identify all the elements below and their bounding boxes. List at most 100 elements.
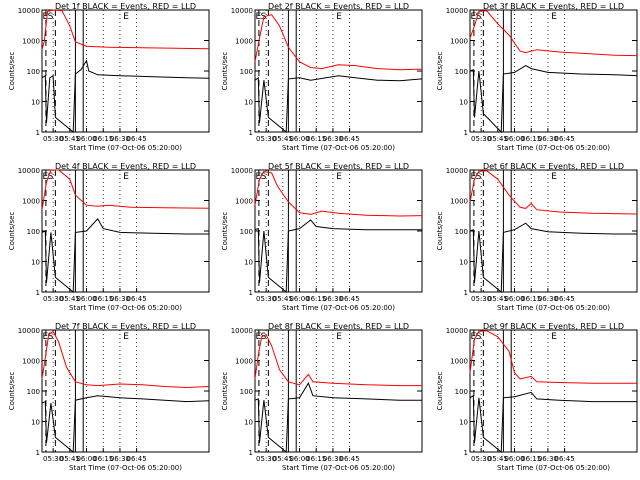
x-tick-label: 05:30 xyxy=(256,295,276,303)
y-tick-label: 100 xyxy=(240,68,253,76)
x-tick-label: 05:45 xyxy=(488,295,508,303)
y-tick-label: 10 xyxy=(459,419,468,427)
interval-marker-label: E xyxy=(123,332,129,342)
y-tick-label: 100 xyxy=(27,388,40,396)
x-axis-label: Start Time (07-Oct-06 05:20:00) xyxy=(497,304,610,312)
interval-marker-label: E xyxy=(256,332,262,342)
x-axis-label: Start Time (07-Oct-06 05:20:00) xyxy=(497,144,610,152)
y-tick-label: 1 xyxy=(36,289,40,297)
y-axis-label: Counts/sec xyxy=(436,212,444,251)
y-tick-label: 10000 xyxy=(231,167,253,175)
y-tick-label: 1 xyxy=(464,289,468,297)
chart-title: Det 4f BLACK = Events, RED = LLD xyxy=(55,162,196,171)
interval-marker-label: E xyxy=(256,12,262,22)
chart-title: Det 5f BLACK = Events, RED = LLD xyxy=(268,162,409,171)
series-lld-red xyxy=(469,10,638,57)
y-tick-label: 10 xyxy=(31,99,40,107)
y-tick-label: 1 xyxy=(249,449,253,457)
x-tick-label: 06:15 xyxy=(93,455,113,463)
x-tick-label: 06:30 xyxy=(323,455,343,463)
y-axis-label: Counts/sec xyxy=(436,52,444,91)
y-tick-label: 100 xyxy=(27,68,40,76)
interval-marker-label: E xyxy=(43,12,49,22)
x-tick-label: 05:45 xyxy=(60,135,80,143)
x-axis-label: Start Time (07-Oct-06 05:20:00) xyxy=(69,464,182,472)
series-events-black xyxy=(469,391,637,454)
interval-marker-label: S xyxy=(476,332,482,342)
x-tick-label: 06:30 xyxy=(538,295,558,303)
y-axis-label: Counts/sec xyxy=(8,212,16,251)
y-tick-label: 10000 xyxy=(18,327,40,335)
x-tick-label: 05:45 xyxy=(273,135,293,143)
x-tick-label: 06:00 xyxy=(289,295,309,303)
y-tick-label: 1 xyxy=(249,289,253,297)
interval-marker-label: S xyxy=(261,332,267,342)
y-tick-label: 100 xyxy=(455,388,468,396)
y-tick-label: 100 xyxy=(240,228,253,236)
y-tick-label: 10000 xyxy=(446,7,468,15)
y-tick-label: 1000 xyxy=(235,38,253,46)
plot-frame xyxy=(469,329,638,453)
chart-title: Det 2f BLACK = Events, RED = LLD xyxy=(268,2,409,11)
x-tick-label: 05:30 xyxy=(471,135,491,143)
plot-frame xyxy=(254,329,423,453)
x-tick-label: 06:00 xyxy=(76,295,96,303)
series-lld-red xyxy=(41,9,210,50)
plot-frame xyxy=(41,329,210,453)
x-tick-label: 05:30 xyxy=(256,455,276,463)
x-axis-label: Start Time (07-Oct-06 05:20:00) xyxy=(69,144,182,152)
interval-marker-label: S xyxy=(48,12,54,22)
x-axis-label: Start Time (07-Oct-06 05:20:00) xyxy=(69,304,182,312)
y-tick-label: 10000 xyxy=(231,7,253,15)
series-events-black xyxy=(469,65,638,134)
y-axis-label: Counts/sec xyxy=(8,52,16,91)
y-tick-label: 1 xyxy=(464,129,468,137)
x-tick-label: 06:45 xyxy=(555,135,575,143)
y-tick-label: 1000 xyxy=(450,38,468,46)
x-axis-label: Start Time (07-Oct-06 05:20:00) xyxy=(282,304,395,312)
series-events-black xyxy=(469,222,637,294)
x-tick-label: 06:45 xyxy=(127,135,147,143)
interval-marker-label: S xyxy=(48,172,54,182)
y-tick-label: 1000 xyxy=(22,38,40,46)
x-tick-label: 06:00 xyxy=(76,455,96,463)
interval-marker-label: E xyxy=(123,12,129,22)
y-axis-label: Counts/sec xyxy=(221,52,229,91)
y-tick-label: 1 xyxy=(249,129,253,137)
x-tick-label: 06:45 xyxy=(340,295,360,303)
x-tick-label: 06:45 xyxy=(127,295,147,303)
y-tick-label: 10 xyxy=(459,99,468,107)
interval-marker-label: E xyxy=(123,172,129,182)
chart-title: Det 1f BLACK = Events, RED = LLD xyxy=(55,2,196,11)
x-tick-label: 06:45 xyxy=(555,455,575,463)
y-tick-label: 100 xyxy=(240,388,253,396)
y-tick-label: 10 xyxy=(244,419,253,427)
series-lld-red xyxy=(41,169,210,210)
interval-marker-label: E xyxy=(256,172,262,182)
x-tick-label: 05:45 xyxy=(488,455,508,463)
y-tick-label: 10 xyxy=(31,419,40,427)
x-tick-label: 06:30 xyxy=(110,135,130,143)
x-tick-label: 06:45 xyxy=(340,135,360,143)
y-tick-label: 1000 xyxy=(450,358,468,366)
y-tick-label: 100 xyxy=(455,68,468,76)
y-tick-label: 1 xyxy=(36,129,40,137)
chart-title: Det 7f BLACK = Events, RED = LLD xyxy=(55,322,196,331)
x-axis-label: Start Time (07-Oct-06 05:20:00) xyxy=(282,464,395,472)
interval-marker-label: E xyxy=(43,172,49,182)
plot-frame xyxy=(41,9,210,133)
y-tick-label: 10 xyxy=(244,259,253,267)
interval-marker-label: S xyxy=(476,12,482,22)
interval-marker-label: E xyxy=(471,332,477,342)
x-tick-label: 06:15 xyxy=(306,455,326,463)
x-tick-label: 06:15 xyxy=(306,295,326,303)
series-events-black xyxy=(41,59,210,134)
y-tick-label: 10 xyxy=(459,259,468,267)
series-lld-red xyxy=(254,170,423,217)
x-axis-label: Start Time (07-Oct-06 05:20:00) xyxy=(497,464,610,472)
chart-title: Det 6f BLACK = Events, RED = LLD xyxy=(483,162,624,171)
